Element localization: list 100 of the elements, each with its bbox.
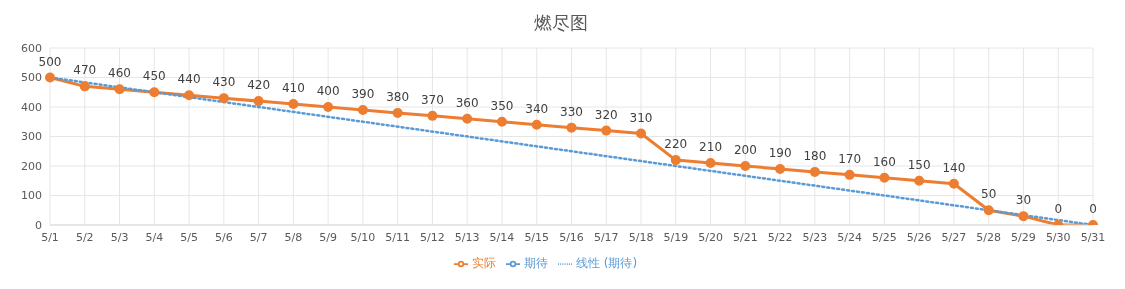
- x-tick-label: 5/26: [906, 230, 932, 244]
- point: [79, 81, 90, 92]
- point: [566, 122, 577, 133]
- point: [253, 96, 264, 107]
- point: [670, 155, 681, 166]
- point: [496, 116, 507, 127]
- x-tick-label: 5/8: [284, 230, 303, 244]
- data-label: 400: [316, 84, 340, 98]
- x-tick-label: 5/30: [1045, 230, 1071, 244]
- data-label: 50: [981, 187, 997, 202]
- x-tick-label: 5/16: [559, 230, 584, 244]
- x-tick-label: 5/25: [872, 230, 897, 244]
- x-tick-label: 5/17: [593, 230, 619, 244]
- data-label: 0: [1054, 202, 1063, 216]
- point: [983, 205, 994, 216]
- x-tick-label: 5/6: [214, 230, 233, 244]
- x-tick-label: 5/31: [1080, 230, 1106, 244]
- data-label: 500: [38, 54, 62, 69]
- data-label: 440: [177, 72, 201, 87]
- data-label: 460: [108, 66, 131, 81]
- point: [427, 110, 438, 121]
- legend-label: 期待: [523, 256, 548, 270]
- point: [323, 102, 334, 112]
- point: [392, 107, 403, 118]
- point: [809, 166, 820, 177]
- point: [462, 113, 473, 124]
- data-label: 220: [664, 137, 688, 152]
- x-tick-label: 5/3: [110, 230, 129, 244]
- point: [531, 119, 542, 130]
- x-tick-label: 5/5: [180, 230, 198, 244]
- point: [601, 125, 612, 136]
- point: [149, 87, 160, 98]
- data-label: 330: [560, 104, 583, 119]
- x-tick-label: 5/1: [41, 230, 59, 244]
- y-tick-label: 600: [21, 41, 42, 55]
- point: [288, 99, 299, 110]
- data-label: 170: [838, 151, 862, 166]
- data-label: 30: [1015, 193, 1032, 208]
- data-label: 340: [525, 101, 549, 116]
- y-tick-label: 100: [21, 189, 42, 203]
- data-label: 370: [420, 92, 444, 107]
- y-tick-label: 500: [21, 71, 42, 85]
- data-label: 160: [872, 154, 896, 169]
- x-tick-label: 5/19: [663, 230, 689, 244]
- x-tick-label: 5/13: [454, 230, 480, 244]
- data-label: 360: [455, 95, 479, 110]
- point: [705, 158, 716, 169]
- data-label: 310: [629, 110, 653, 125]
- y-tick-label: 300: [21, 130, 42, 144]
- data-label: 140: [942, 160, 966, 175]
- x-tick-label: 5/24: [837, 230, 862, 244]
- legend-label: 线性 (期待): [575, 256, 638, 270]
- legend-label: 实际: [471, 256, 496, 270]
- point: [45, 72, 55, 83]
- data-label: 200: [733, 143, 757, 157]
- x-tick-label: 5/15: [524, 230, 550, 244]
- data-label: 410: [281, 81, 305, 96]
- x-tick-label: 5/12: [420, 230, 445, 244]
- point: [114, 84, 125, 95]
- data-label: 0: [1089, 202, 1097, 216]
- point: [184, 90, 195, 101]
- data-label: 210: [699, 140, 723, 155]
- data-label: 470: [73, 63, 97, 78]
- data-label: 180: [803, 148, 827, 163]
- point: [357, 104, 368, 115]
- chart-title: 燃尽图: [532, 11, 589, 35]
- point: [1018, 211, 1029, 222]
- point: [218, 93, 229, 104]
- point: [636, 128, 647, 139]
- x-tick-label: 5/27: [941, 230, 967, 244]
- data-label: 380: [386, 89, 410, 104]
- point: [775, 163, 786, 174]
- x-tick-label: 5/10: [350, 230, 376, 244]
- x-tick-label: 5/23: [802, 230, 828, 244]
- x-tick-label: 5/11: [385, 230, 411, 244]
- x-tick-label: 5/2: [75, 230, 94, 244]
- y-tick-label: 0: [35, 218, 42, 232]
- x-tick-label: 5/22: [767, 230, 793, 244]
- data-label: 320: [594, 107, 618, 122]
- data-label: 350: [490, 98, 514, 113]
- point: [948, 178, 959, 189]
- x-tick-label: 5/4: [145, 230, 164, 244]
- x-tick-label: 5/20: [698, 230, 723, 244]
- point: [879, 172, 890, 183]
- data-label: 150: [907, 157, 931, 172]
- point: [914, 175, 925, 186]
- x-tick-label: 5/14: [489, 230, 515, 244]
- y-tick-label: 400: [21, 100, 42, 114]
- x-tick-label: 5/18: [628, 230, 654, 244]
- data-label: 190: [768, 145, 792, 160]
- x-tick-label: 5/9: [319, 230, 337, 244]
- point: [844, 169, 855, 180]
- x-tick-label: 5/28: [976, 230, 1002, 244]
- y-tick-label: 200: [21, 159, 42, 173]
- point: [740, 161, 751, 171]
- data-label: 420: [247, 78, 271, 93]
- data-label: 430: [212, 75, 236, 90]
- data-label: 450: [142, 69, 166, 84]
- x-tick-label: 5/7: [249, 230, 268, 244]
- x-tick-label: 5/29: [1011, 230, 1036, 244]
